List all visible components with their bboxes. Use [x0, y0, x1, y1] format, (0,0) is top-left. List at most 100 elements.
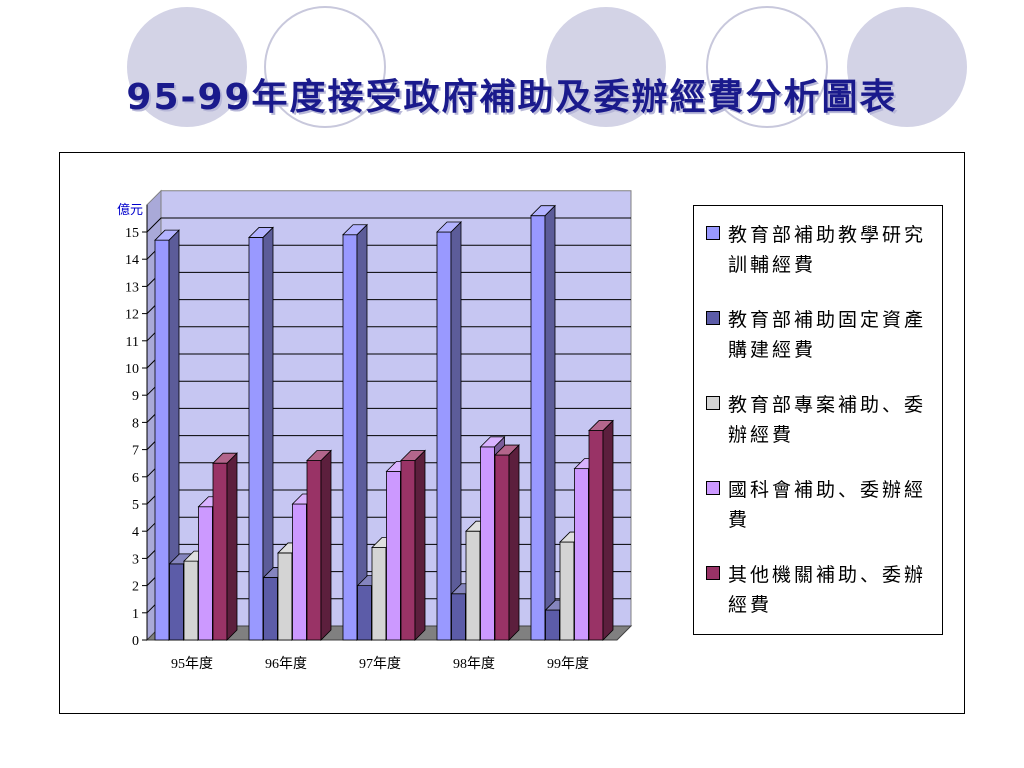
bar-front [574, 468, 589, 641]
x-tick-label: 99年度 [547, 656, 589, 672]
bar-front [494, 454, 510, 641]
chart-legend: 教育部補助教學研究訓輔經費 教育部補助固定資產購建經費 教育部專案補助、委辦經費 國科… [693, 205, 943, 635]
y-tick-label: 1 [132, 607, 139, 622]
bar [154, 229, 180, 641]
x-tick-label: 95年度 [171, 656, 213, 672]
legend-label: 其他機關補助、委辦經費 [728, 564, 927, 616]
bar-front [263, 577, 278, 641]
bar-top [588, 420, 614, 431]
y-tick-label: 11 [126, 335, 139, 350]
legend-item: 教育部補助固定資產購建經費 [706, 305, 934, 390]
y-tick-label: 9 [132, 389, 139, 404]
bar-top [436, 221, 462, 233]
bar-front [451, 593, 466, 641]
y-tick-label: 3 [132, 552, 139, 567]
bar [400, 449, 426, 641]
decorative-circles [127, 6, 967, 128]
bar [530, 204, 556, 641]
bar-front [386, 470, 401, 641]
bar-top [400, 450, 426, 461]
bar-front [183, 560, 199, 641]
bar-front [436, 231, 452, 641]
legend-item: 教育部補助教學研究訓輔經費 [706, 220, 934, 305]
bar [248, 226, 274, 641]
bar-front [588, 430, 604, 641]
legend-swatch [706, 566, 720, 580]
y-tick-label: 15 [125, 226, 139, 241]
bar-front [306, 460, 322, 641]
bar-front [248, 237, 264, 641]
y-tick-label: 6 [132, 471, 139, 486]
legend-label: 教育部專案補助、委辦經費 [728, 394, 927, 446]
bar-front [465, 530, 481, 641]
bar-front [277, 552, 293, 641]
bar-side [450, 221, 462, 641]
y-tick-label: 0 [132, 634, 139, 649]
y-tick-label: 14 [125, 253, 139, 268]
legend-item: 其他機關補助、委辦經費 [706, 560, 934, 645]
y-tick-label: 2 [132, 580, 139, 595]
decorative-circle [546, 7, 666, 127]
bar-top [212, 452, 238, 464]
y-tick-label: 7 [132, 444, 139, 459]
bar-side [226, 452, 238, 641]
bar-top [494, 444, 520, 456]
legend-label: 教育部補助固定資產購建經費 [728, 309, 927, 361]
legend-swatch [706, 481, 720, 495]
bar-front [545, 609, 560, 641]
page-title: 95-99年度接受政府補助及委辦經費分析圖表 [126, 77, 898, 118]
bar-side [602, 419, 614, 641]
bar-front [342, 234, 358, 641]
bar-front [480, 446, 495, 641]
bar-front [530, 215, 546, 641]
legend-item: 國科會補助、委辦經費 [706, 475, 934, 560]
legend-label: 國科會補助、委辦經費 [728, 479, 927, 531]
bar [342, 223, 368, 641]
decorative-circle [847, 7, 967, 127]
bar-side [414, 449, 426, 641]
decorative-circle [706, 6, 828, 128]
decorative-circle [264, 6, 386, 128]
gridline [146, 217, 631, 233]
x-tick-label: 97年度 [359, 656, 401, 672]
bar [212, 452, 238, 641]
bar-front [371, 547, 387, 641]
y-tick-label: 5 [132, 498, 139, 513]
legend-swatch [706, 311, 720, 325]
y-tick-label: 12 [125, 308, 139, 323]
bar-side [544, 204, 556, 641]
bar-side [320, 449, 332, 641]
bar-top [479, 436, 506, 448]
bar-front [559, 541, 575, 641]
legend-swatch [706, 396, 720, 410]
bar-side [508, 444, 520, 641]
x-tick-label: 96年度 [265, 656, 307, 672]
bar-front [169, 563, 184, 641]
bar-top [248, 227, 274, 238]
bar-top [530, 205, 556, 217]
bar-front [357, 585, 372, 641]
bar [436, 221, 462, 641]
y-axis-label: 億元 [117, 202, 143, 218]
y-tick-label: 13 [125, 280, 139, 295]
legend-swatch [706, 226, 720, 240]
legend-label: 教育部補助教學研究訓輔經費 [728, 224, 927, 276]
y-tick-label: 8 [132, 416, 139, 431]
bar [494, 444, 520, 641]
x-tick-label: 98年度 [453, 656, 495, 672]
bar [588, 419, 614, 641]
y-tick-label: 4 [132, 525, 139, 540]
bar [306, 449, 332, 641]
bar-top [154, 229, 180, 241]
legend-item: 教育部專案補助、委辦經費 [706, 390, 934, 475]
bar-top [306, 450, 332, 461]
decorative-circle [127, 7, 247, 127]
bar-front [292, 503, 307, 641]
y-tick-label: 10 [125, 362, 139, 377]
bar-front [154, 239, 170, 641]
bar-front [198, 506, 213, 641]
bar-top [342, 224, 368, 236]
bar-front [400, 460, 416, 641]
bar-front [212, 462, 228, 641]
